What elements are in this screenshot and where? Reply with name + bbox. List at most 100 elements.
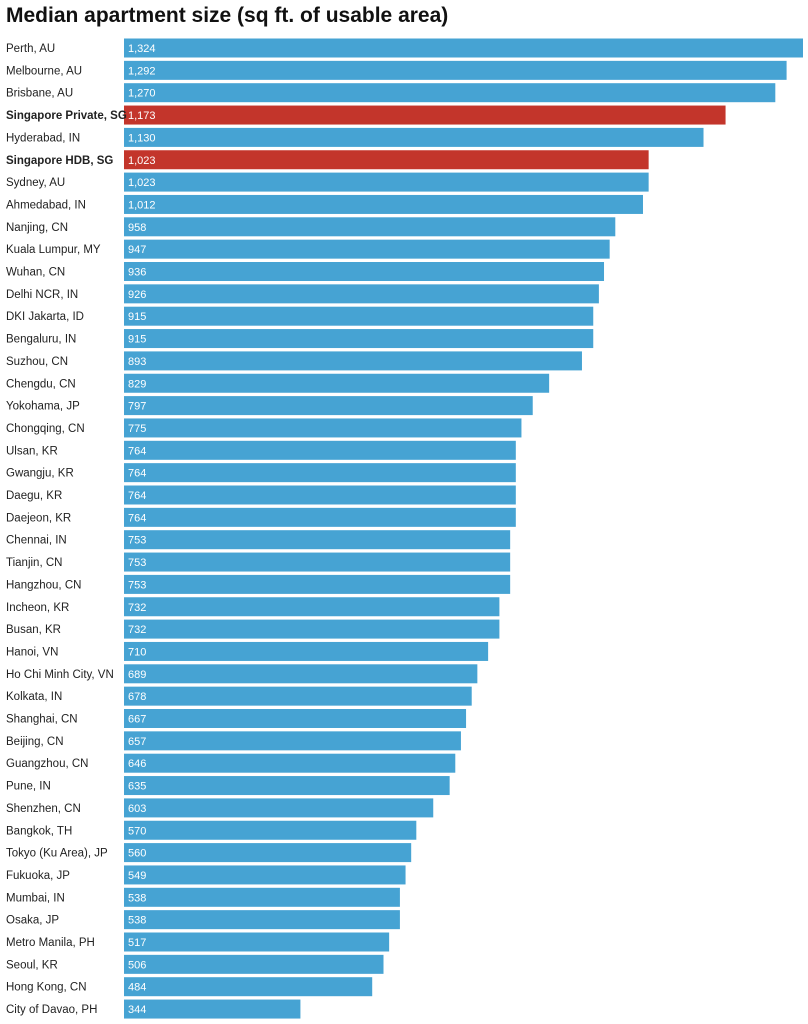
value-label: 926 (128, 289, 146, 301)
bar (124, 351, 582, 371)
category-label: Busan, KR (6, 624, 61, 636)
value-label: 570 (128, 825, 146, 837)
category-label: Gwangju, KR (6, 468, 74, 480)
value-label: 344 (128, 1004, 146, 1016)
category-label: Guangzhou, CN (6, 758, 88, 770)
category-label: Singapore Private, SG (6, 110, 127, 122)
value-label: 689 (128, 669, 146, 681)
category-label: Shenzhen, CN (6, 803, 81, 815)
category-label: Pune, IN (6, 781, 51, 793)
category-label: Yokohama, JP (6, 401, 80, 413)
value-label: 829 (128, 378, 146, 390)
bar (124, 172, 649, 192)
bar (124, 105, 726, 125)
bar (124, 38, 803, 58)
value-label: 1,023 (128, 177, 156, 189)
bar (124, 664, 478, 684)
bar (124, 552, 511, 572)
bar (124, 641, 489, 661)
value-label: 753 (128, 557, 146, 569)
value-label: 797 (128, 401, 146, 413)
bar (124, 194, 643, 214)
value-label: 667 (128, 714, 146, 726)
category-label: Hangzhou, CN (6, 579, 81, 591)
category-label: Shanghai, CN (6, 714, 78, 726)
category-label: Delhi NCR, IN (6, 289, 78, 301)
bar (124, 150, 649, 170)
bar (124, 485, 516, 505)
value-label: 764 (128, 490, 146, 502)
value-label: 549 (128, 870, 146, 882)
value-label: 1,130 (128, 132, 156, 144)
value-label: 484 (128, 982, 146, 994)
bar (124, 373, 550, 393)
category-label: Daejeon, KR (6, 512, 71, 524)
bar (124, 284, 599, 304)
category-label: Melbourne, AU (6, 65, 82, 77)
value-label: 958 (128, 222, 146, 234)
value-label: 710 (128, 646, 146, 658)
value-label: 657 (128, 736, 146, 748)
bar (124, 776, 450, 796)
category-label: Kolkata, IN (6, 691, 62, 703)
bar (124, 820, 417, 840)
bar (124, 999, 301, 1019)
category-label: Singapore HDB, SG (6, 155, 113, 167)
bar (124, 60, 787, 80)
bar (124, 753, 456, 773)
value-label: 1,292 (128, 65, 156, 77)
bar (124, 440, 516, 460)
value-label: 753 (128, 579, 146, 591)
value-label: 764 (128, 512, 146, 524)
category-label: Nanjing, CN (6, 222, 68, 234)
category-label: Tianjin, CN (6, 557, 62, 569)
category-label: Ahmedabad, IN (6, 199, 86, 211)
bar (124, 83, 776, 103)
bar (124, 329, 594, 349)
category-label: DKI Jakarta, ID (6, 311, 84, 323)
category-label: Bengaluru, IN (6, 334, 76, 346)
bar (124, 463, 516, 483)
value-label: 936 (128, 267, 146, 279)
bar (124, 731, 461, 751)
value-label: 915 (128, 311, 146, 323)
bar (124, 239, 610, 259)
value-label: 603 (128, 803, 146, 815)
bar (124, 306, 594, 326)
category-label: Beijing, CN (6, 736, 64, 748)
bar (124, 887, 400, 907)
value-label: 678 (128, 691, 146, 703)
value-label: 1,023 (128, 155, 156, 167)
value-label: 732 (128, 624, 146, 636)
value-label: 753 (128, 535, 146, 547)
bar (124, 686, 472, 706)
value-label: 1,270 (128, 88, 156, 100)
bar (124, 977, 373, 997)
value-label: 893 (128, 356, 146, 368)
bar (124, 217, 616, 237)
value-label: 915 (128, 334, 146, 346)
value-label: 764 (128, 445, 146, 457)
category-label: Ho Chi Minh City, VN (6, 669, 114, 681)
category-label: Bangkok, TH (6, 825, 72, 837)
bar (124, 843, 412, 863)
category-label: Chengdu, CN (6, 378, 76, 390)
value-label: 775 (128, 423, 146, 435)
category-label: Incheon, KR (6, 602, 69, 614)
value-label: 732 (128, 602, 146, 614)
bar (124, 574, 511, 594)
bar (124, 932, 390, 952)
bar (124, 507, 516, 527)
category-label: Kuala Lumpur, MY (6, 244, 101, 256)
bar (124, 530, 511, 550)
chart-title: Median apartment size (sq ft. of usable … (6, 4, 449, 27)
category-label: Seoul, KR (6, 959, 58, 971)
category-label: Chongqing, CN (6, 423, 85, 435)
value-label: 560 (128, 848, 146, 860)
category-label: Sydney, AU (6, 177, 65, 189)
category-label: Mumbai, IN (6, 892, 65, 904)
category-label: Chennai, IN (6, 535, 67, 547)
bar (124, 910, 400, 930)
bar (124, 127, 704, 147)
